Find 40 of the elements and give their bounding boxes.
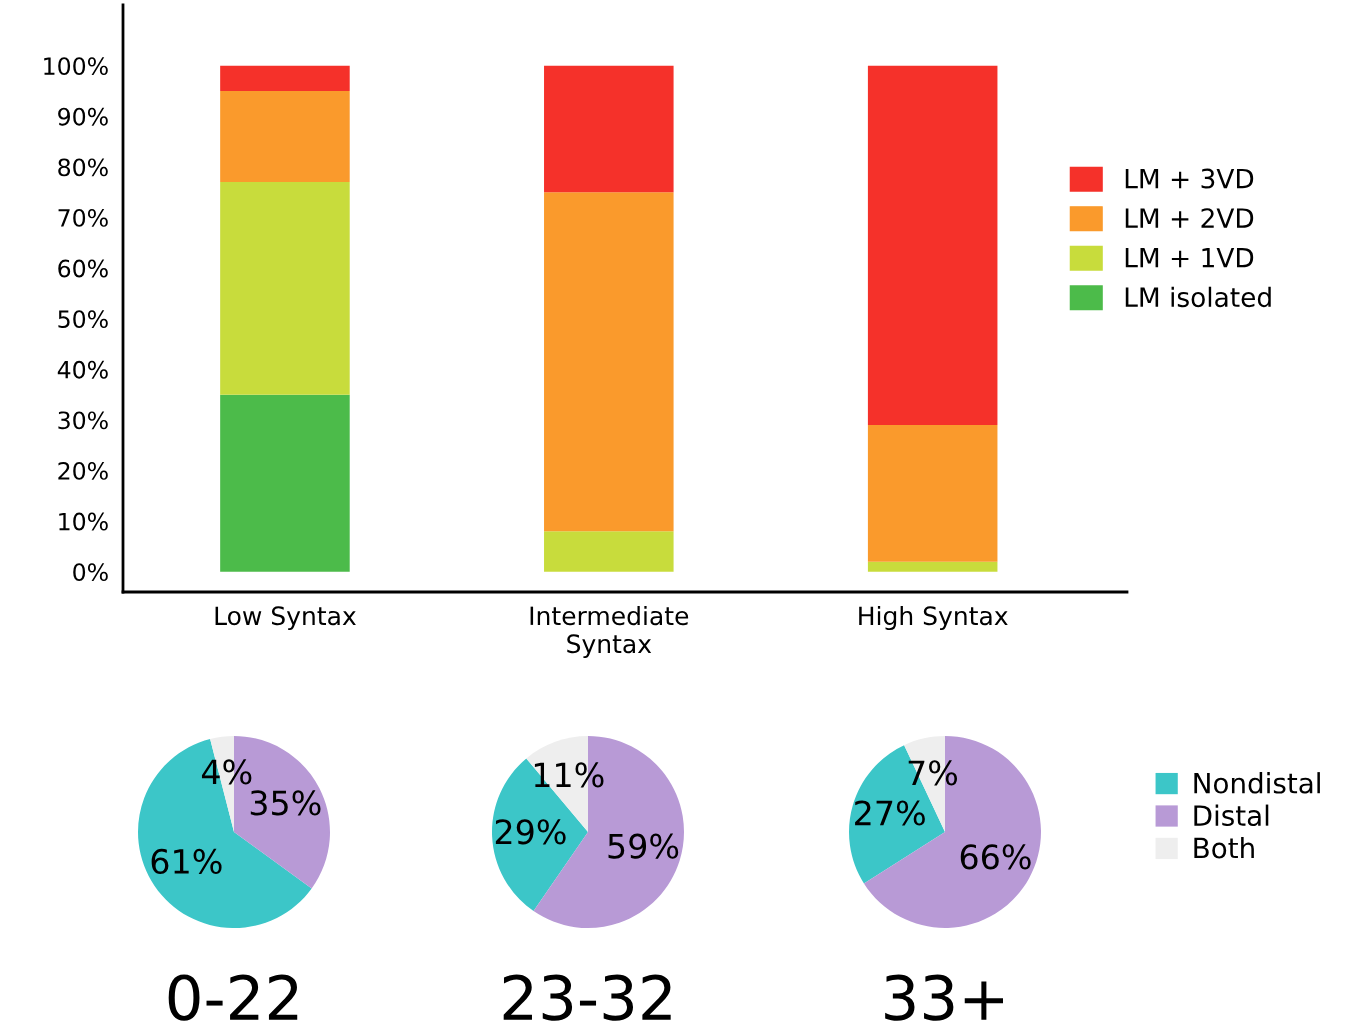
data-label: 66% [960,844,1031,870]
y-tick-label: 90% [58,107,108,126]
x-tick-label: Low Syntax [215,606,356,631]
bar [220,65,350,92]
x-tick-label: High Syntax [859,605,1008,631]
bar [867,65,998,426]
data-label: 61% [151,848,222,875]
bar [867,561,998,572]
legend-label: Both [1194,837,1254,859]
y-tick-label: 70% [58,208,108,227]
y-tick-label: 80% [58,158,108,177]
y-tick-label: 20% [58,462,108,480]
legend-label: LM isolated [1125,286,1271,308]
bar [220,394,350,572]
legend-label: Nondistal [1194,772,1320,794]
y-tick-label: 60% [58,259,108,278]
y-tick-label: 10% [59,512,108,531]
bar [220,91,350,183]
legend-label: LM + 1VD [1125,248,1254,268]
bar [544,192,674,532]
bar [220,182,350,395]
y-tick-label: 50% [58,310,108,329]
legend-label: Distal [1194,804,1269,827]
x-tick-label: Intermediate Syntax [530,605,689,659]
y-tick-label: 40% [57,360,108,379]
legend-label: LM + 3VD [1125,168,1254,189]
text: 23-32 [503,974,671,1021]
text: 33+ [885,974,1003,1021]
text: 0-22 [168,974,298,1021]
data-label: 29% [495,819,566,845]
data-label: 35% [250,790,321,816]
data-label: 59% [608,833,679,859]
bar [867,425,998,562]
bar [544,65,674,193]
y-tick-label: 30% [58,411,108,430]
legend-label: LM + 2VD [1125,208,1254,228]
y-tick-label: 100% [44,57,108,76]
y-tick-label: 0% [73,563,108,582]
bar [544,531,674,572]
data-label: 27% [855,800,925,826]
